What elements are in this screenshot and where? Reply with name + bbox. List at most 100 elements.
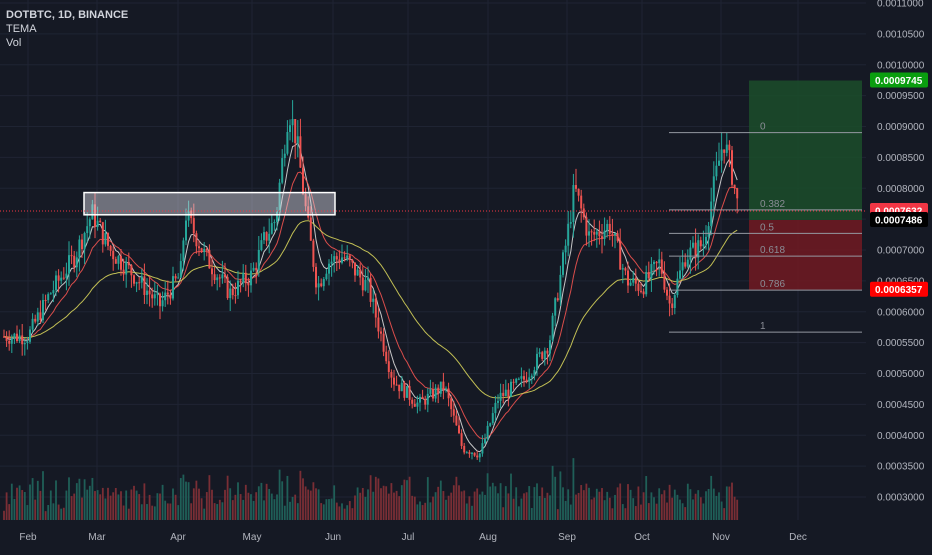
- volume-bar: [515, 487, 518, 520]
- volume-bar: [452, 485, 455, 520]
- candle-body: [465, 452, 468, 454]
- time-tick-label: Jun: [325, 532, 341, 543]
- volume-bar: [733, 496, 736, 520]
- candle-body: [421, 396, 424, 399]
- candle-body: [320, 283, 323, 287]
- candle-body: [660, 259, 663, 274]
- volume-bar: [666, 502, 668, 520]
- volume-bar: [536, 483, 538, 520]
- volume-bar: [668, 484, 671, 520]
- candle-body: [658, 259, 661, 264]
- volume-bar: [393, 492, 395, 520]
- candle-body: [335, 256, 338, 260]
- candle-body: [611, 233, 614, 236]
- volume-bar: [356, 487, 359, 520]
- candle-body: [697, 240, 700, 258]
- candle-body: [265, 232, 268, 241]
- candle-body: [627, 270, 629, 286]
- volume-bar: [96, 490, 99, 520]
- candle-body: [671, 303, 674, 309]
- candle-body: [629, 282, 632, 286]
- volume-bar: [694, 493, 697, 520]
- volume-bar: [502, 507, 505, 520]
- volume-histogram: [3, 458, 739, 520]
- volume-bar: [143, 483, 146, 520]
- volume-bar: [390, 483, 393, 520]
- volume-bar: [351, 508, 354, 520]
- candle-body: [101, 222, 104, 245]
- volume-bar: [208, 475, 211, 520]
- price-tag-text: 0.0006357: [875, 285, 923, 296]
- volume-bar: [491, 482, 494, 520]
- volume-bar: [333, 485, 336, 520]
- candle-body: [458, 425, 460, 434]
- price-tick-label: 0.0010500: [877, 29, 925, 40]
- volume-bar: [354, 495, 356, 520]
- candle-body: [200, 248, 203, 253]
- volume-bar: [283, 505, 286, 520]
- candle-body: [504, 389, 507, 397]
- candle-body: [413, 403, 416, 407]
- volume-bar: [320, 503, 323, 520]
- candle-body: [645, 271, 648, 295]
- time-tick-label: May: [243, 532, 262, 543]
- volume-bar: [101, 487, 104, 520]
- volume-bar: [252, 500, 255, 520]
- candle-body: [21, 335, 24, 345]
- candle-body: [127, 261, 130, 266]
- candle-body: [710, 201, 713, 227]
- candle-body: [538, 352, 541, 354]
- candle-body: [83, 232, 86, 250]
- volume-bar: [146, 504, 148, 520]
- volume-bar: [86, 489, 89, 520]
- candle-body: [47, 294, 50, 301]
- fib-level-label: 1: [760, 321, 766, 332]
- volume-bar: [302, 478, 304, 520]
- candle-body: [307, 206, 310, 218]
- candle-body: [122, 269, 125, 275]
- volume-bar: [135, 490, 138, 520]
- candle-body: [681, 262, 684, 271]
- candle-body: [720, 149, 723, 161]
- candle-body: [380, 331, 382, 334]
- price-tag-text: 0.0007486: [875, 215, 923, 226]
- candle-body: [728, 144, 731, 151]
- candle-body: [156, 293, 159, 295]
- price-tag-bg: [870, 72, 928, 88]
- candle-body: [153, 294, 156, 299]
- volume-bar: [346, 505, 349, 520]
- volume-bar: [161, 484, 164, 520]
- candle-body: [60, 277, 63, 281]
- candle-body: [686, 259, 689, 267]
- volume-bar: [44, 511, 47, 520]
- volume-bar: [403, 479, 406, 520]
- candle-body: [663, 273, 666, 290]
- candle-body: [140, 276, 143, 283]
- candle-body: [322, 279, 325, 287]
- candle-body: [632, 278, 635, 283]
- volume-bar: [702, 503, 705, 520]
- volume-bar: [107, 487, 109, 520]
- volume-bar: [117, 494, 120, 520]
- candle-body: [450, 398, 453, 410]
- volume-bar: [486, 473, 489, 520]
- candle-body: [36, 312, 39, 322]
- candle-body: [442, 381, 445, 390]
- price-tick-label: 0.0009000: [877, 122, 925, 133]
- volume-bar: [387, 493, 390, 520]
- volume-bar: [718, 492, 720, 520]
- candle-body: [133, 275, 135, 284]
- volume-bar: [182, 474, 185, 520]
- candle-body: [247, 283, 250, 286]
- candle-body: [512, 381, 515, 383]
- volume-bar: [637, 486, 640, 520]
- candle-body: [328, 263, 330, 274]
- volume-bar: [577, 492, 580, 520]
- volume-bar: [494, 486, 497, 520]
- candle-body: [439, 381, 442, 394]
- volume-bar: [65, 490, 68, 520]
- candle-body: [330, 261, 333, 264]
- candle-body: [715, 165, 718, 177]
